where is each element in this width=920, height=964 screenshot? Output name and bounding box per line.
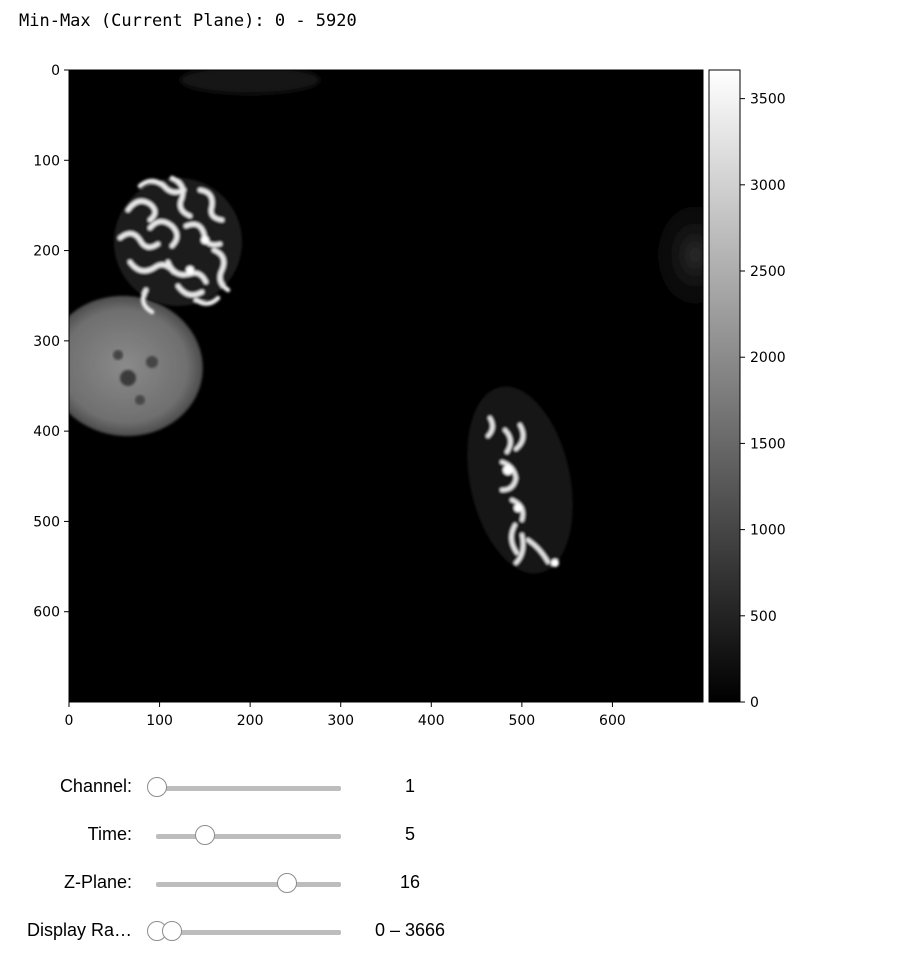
- time-slider-handle[interactable]: [195, 825, 215, 845]
- time-label: Time:: [88, 824, 132, 845]
- colorbar-tick-label: 0: [750, 695, 759, 711]
- x-tick-label: 0: [65, 713, 74, 729]
- zplane-control: Z-Plane: 16: [0, 860, 500, 908]
- zplane-slider-handle[interactable]: [277, 873, 297, 893]
- channel-slider-handle[interactable]: [147, 777, 167, 797]
- channel-slider[interactable]: [156, 786, 341, 791]
- colorbar-tick-label: 3000: [750, 178, 786, 194]
- time-slider[interactable]: [156, 834, 341, 839]
- display-range-slider[interactable]: [156, 930, 341, 935]
- display-range-label: Display Ra…: [27, 920, 132, 941]
- display-range-high-handle[interactable]: [162, 921, 182, 941]
- channel-value: 1: [360, 776, 460, 797]
- x-tick-label: 200: [237, 713, 264, 729]
- colorbar-tick-label: 2500: [750, 264, 786, 280]
- time-value: 5: [360, 824, 460, 845]
- colorbar: 0 500 1000 1500 2000 2500 3000 3500: [709, 70, 786, 711]
- minmax-readout: Min-Max (Current Plane): 0 - 5920: [19, 11, 357, 31]
- colorbar-tick-label: 3500: [750, 92, 786, 108]
- display-range-control: Display Ra… 0 – 3666: [0, 908, 500, 956]
- zplane-value: 16: [360, 872, 460, 893]
- x-tick-label: 300: [327, 713, 354, 729]
- zplane-label: Z-Plane:: [64, 872, 132, 893]
- y-tick-label: 500: [33, 514, 60, 530]
- y-tick-label: 100: [33, 153, 60, 169]
- colorbar-tick-label: 2000: [750, 350, 786, 366]
- colorbar-tick-label: 1000: [750, 523, 786, 539]
- y-tick-label: 400: [33, 424, 60, 440]
- time-control: Time: 5: [0, 812, 500, 860]
- display-range-value: 0 – 3666: [360, 920, 460, 941]
- x-tick-label: 500: [508, 713, 535, 729]
- y-tick-label: 0: [51, 63, 60, 79]
- y-tick-label: 200: [33, 244, 60, 260]
- y-tick-label: 300: [33, 334, 60, 350]
- microscopy-image[interactable]: [38, 66, 755, 702]
- y-tick-label: 600: [33, 605, 60, 621]
- zplane-slider[interactable]: [156, 882, 341, 887]
- colorbar-tick-label: 1500: [750, 436, 786, 452]
- colorbar-tick-label: 500: [750, 609, 777, 625]
- x-tick-label: 100: [146, 713, 173, 729]
- x-tick-label: 400: [418, 713, 445, 729]
- channel-label: Channel:: [60, 776, 132, 797]
- x-tick-label: 600: [599, 713, 626, 729]
- image-figure: 0 100 200 300 400 500 600 0 100 200 300 400 500 600 0…: [0, 55, 820, 745]
- channel-control: Channel: 1: [0, 764, 500, 812]
